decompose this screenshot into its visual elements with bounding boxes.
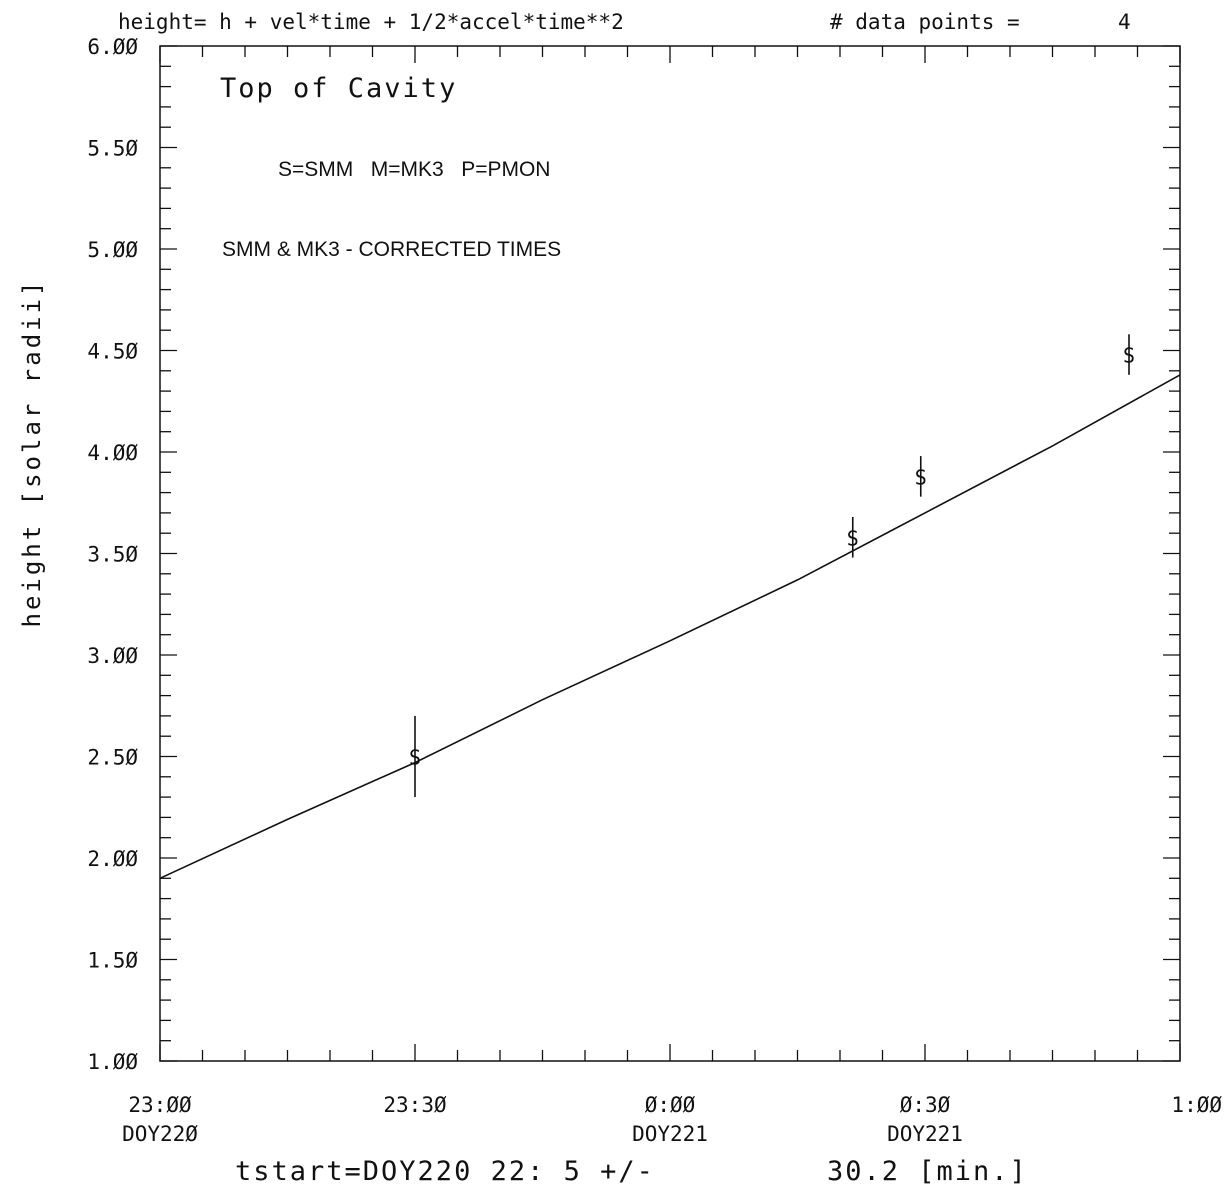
x-tick-label-time: Ø:3Ø [900, 1093, 951, 1117]
y-tick-label: 1.ØØ [87, 1050, 138, 1074]
x-tick-label-time: Ø:ØØ [645, 1093, 696, 1117]
data-points-value: 4 [1118, 10, 1131, 34]
fit-curve-line [159, 374, 1181, 880]
data-point-marker: S [915, 465, 927, 489]
data-points-label: # data points = [830, 10, 1020, 34]
x-axis-tick-labels: 23:ØØ DOY22Ø 23:3Ø Ø:ØØ DOY221 Ø:3Ø DOY221 1:ØØ [122, 1093, 1222, 1146]
data-point-marker: S [409, 746, 421, 770]
y-axis-title: height [solar radii] [18, 279, 46, 628]
y-tick-label: 5.5Ø [87, 137, 138, 161]
x-tick-label-day: DOY22Ø [122, 1122, 198, 1146]
y-tick-label: 3.5Ø [87, 543, 138, 567]
y-tick-label: 2.ØØ [87, 847, 138, 871]
plot-frame [159, 45, 1181, 1062]
x-tick-label-time: 23:3Ø [383, 1093, 447, 1117]
y-tick-label: 2.5Ø [87, 746, 138, 770]
correction-note: SMM & MK3 - CORRECTED TIMES [222, 238, 561, 261]
data-point-marker: S [847, 526, 859, 550]
y-tick-label: 5.ØØ [87, 238, 138, 262]
x-tick-label-day: DOY221 [887, 1122, 963, 1146]
x-tick-label-time: 1:ØØ [1171, 1093, 1222, 1117]
y-tick-label: 4.ØØ [87, 441, 138, 465]
y-axis-ticks [160, 45, 1180, 1062]
x-tick-label-time: 23:ØØ [128, 1093, 192, 1117]
tstart-label: tstart=DOY220 22: 5 +/- [235, 1156, 655, 1187]
y-tick-label: 6.ØØ [87, 35, 138, 59]
instrument-legend: S=SMM M=MK3 P=PMON [278, 158, 550, 181]
formula-header: height= h + vel*time + 1/2*accel*time**2 [118, 10, 624, 34]
data-point-marker: S [1123, 344, 1135, 368]
tstart-uncertainty: 30.2 [min.] [827, 1156, 1028, 1187]
y-tick-label: 1.5Ø [87, 949, 138, 973]
data-points: S S S S [409, 334, 1135, 798]
y-tick-label: 4.5Ø [87, 340, 138, 364]
chart-title: Top of Cavity [220, 73, 457, 104]
y-axis-tick-labels: 1.ØØ 1.5Ø 2.ØØ 2.5Ø 3.ØØ 3.5Ø 4.ØØ 4.5Ø 5.ØØ 5.5Ø… [87, 35, 138, 1074]
x-axis-ticks [159, 46, 1181, 1061]
y-tick-label: 3.ØØ [87, 644, 138, 668]
x-tick-label-day: DOY221 [632, 1122, 708, 1146]
